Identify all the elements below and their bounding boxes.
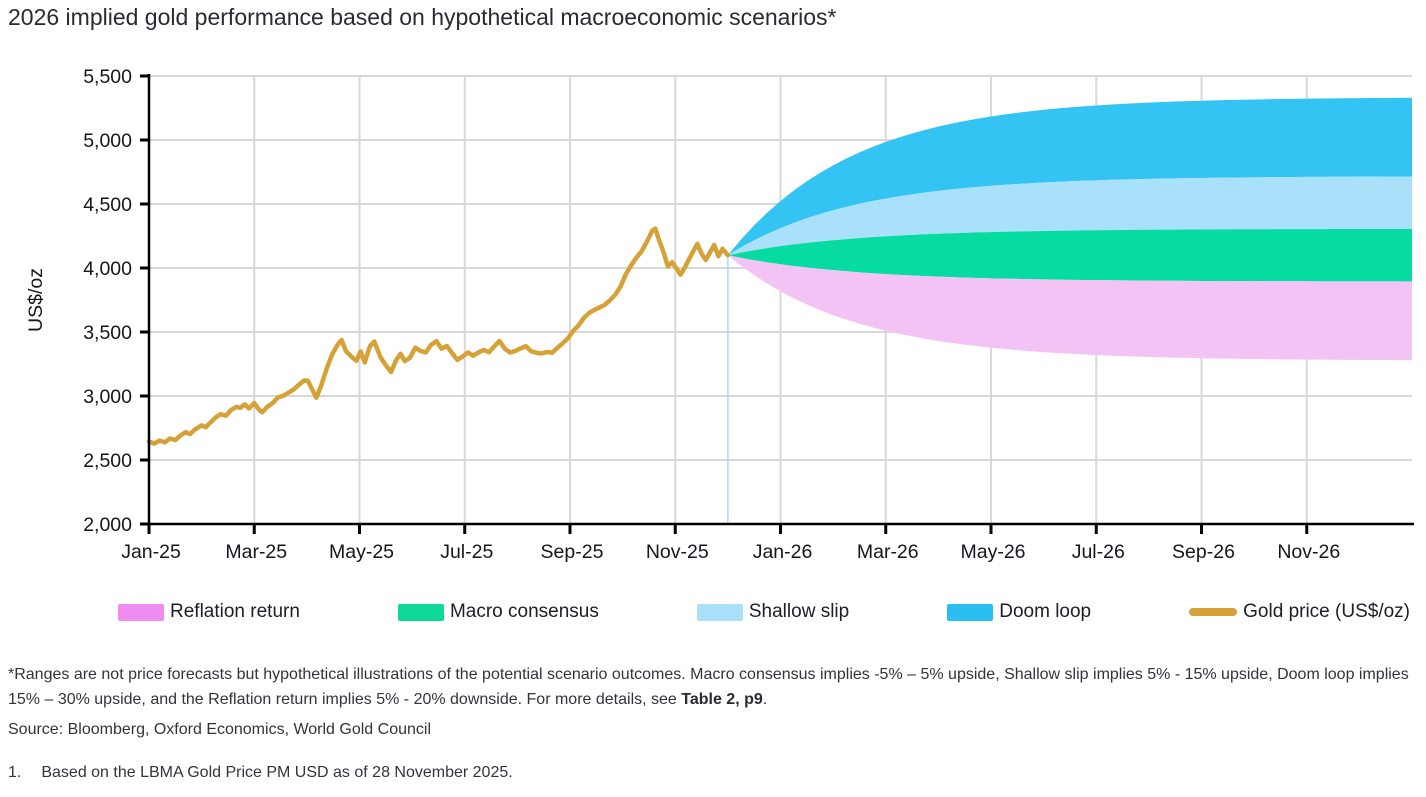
footnote-text-2: . <box>762 690 768 708</box>
y-tick-label: 5,000 <box>83 130 132 152</box>
x-tick-label: Jul-25 <box>440 541 493 563</box>
x-tick-label: Mar-26 <box>857 541 919 563</box>
chart-area: 2,000 2,500 3,000 3,500 4,000 4,500 5,000 5,500… <box>0 40 1426 585</box>
y-tick-label: 4,500 <box>83 194 132 216</box>
gold-price-line-swatch-icon <box>1189 608 1238 616</box>
x-tick-label: Jan-26 <box>753 541 813 563</box>
legend-item-macro-consensus: Macro consensus <box>397 601 599 623</box>
scenario-band-reflation-return <box>727 255 1412 361</box>
x-tick-label: May-26 <box>960 541 1025 563</box>
y-tick-label: 2,500 <box>83 450 132 472</box>
y-tick-label: 3,500 <box>83 322 132 344</box>
scenario-band-shallow-slip <box>727 176 1412 256</box>
footnote-table-ref: Table 2, p9 <box>681 690 763 708</box>
x-tick-label: Sep-25 <box>541 541 604 563</box>
x-tick-label: May-25 <box>329 541 394 563</box>
numbered-note: 1. Based on the LBMA Gold Price PM USD a… <box>8 764 513 782</box>
x-tick-label: Mar-25 <box>225 541 287 563</box>
legend-item-shallow-slip: Shallow slip <box>696 601 850 623</box>
chart-legend: Reflation return Macro consensus Shallow… <box>118 601 1410 623</box>
y-tick-label: 5,500 <box>83 66 132 88</box>
macro-consensus-swatch-icon <box>397 603 444 621</box>
x-tick-label: Jul-26 <box>1072 541 1125 563</box>
legend-label: Doom loop <box>999 601 1092 622</box>
x-tick-label: Jan-25 <box>121 541 181 563</box>
legend-item-reflation-return: Reflation return <box>118 601 300 623</box>
y-tick-label: 3,000 <box>83 386 132 408</box>
footnote-text-1: *Ranges are not price forecasts but hypo… <box>8 666 1409 708</box>
x-tick-label: Nov-26 <box>1277 541 1340 563</box>
legend-label: Reflation return <box>170 601 300 622</box>
gold-scenarios-chart: 2,000 2,500 3,000 3,500 4,000 4,500 5,000 5,500… <box>25 66 1414 563</box>
reflation-return-swatch-icon <box>118 603 164 621</box>
y-axis-title: US$/oz <box>25 268 47 332</box>
legend-item-gold-price: Gold price (US$/oz) <box>1189 601 1410 623</box>
y-tick-label: 4,000 <box>83 258 132 280</box>
scenario-band-macro-consensus <box>727 228 1412 282</box>
scenario-band-doom-loop <box>727 97 1412 256</box>
footnote: *Ranges are not price forecasts but hypo… <box>8 663 1416 713</box>
source-line: Source: Bloomberg, Oxford Economics, Wor… <box>8 721 431 738</box>
legend-label: Macro consensus <box>449 601 599 622</box>
x-tick-label: Sep-26 <box>1172 541 1235 563</box>
legend-label: Gold price (US$/oz) <box>1243 601 1410 622</box>
note-text: Based on the LBMA Gold Price PM USD as o… <box>41 764 513 781</box>
chart-title: 2026 implied gold performance based on h… <box>8 4 837 30</box>
legend-item-doom-loop: Doom loop <box>947 601 1091 623</box>
y-tick-label: 2,000 <box>83 514 132 536</box>
x-tick-label: Nov-25 <box>646 541 709 563</box>
shallow-slip-swatch-icon <box>696 603 743 621</box>
note-number: 1. <box>8 764 22 781</box>
legend-label: Shallow slip <box>748 601 850 622</box>
doom-loop-swatch-icon <box>947 603 994 621</box>
gold-price-line <box>146 226 731 446</box>
